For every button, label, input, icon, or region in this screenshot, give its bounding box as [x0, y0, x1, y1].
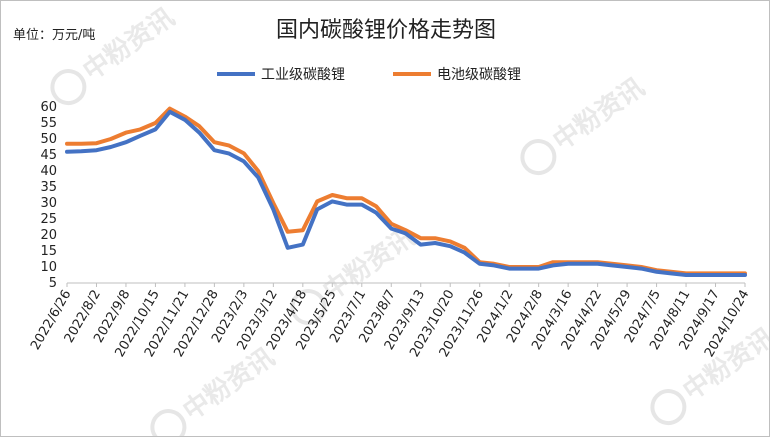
- p-logo-icon: [50, 69, 87, 106]
- series-line-industrial: [65, 109, 747, 277]
- watermark: 中粉资讯: [150, 342, 280, 436]
- legend: 工业级碳酸锂 电池级碳酸锂: [217, 67, 521, 83]
- y-tick-label: 5: [49, 276, 57, 291]
- watermark: 中粉资讯: [50, 2, 180, 106]
- y-tick-label: 20: [40, 228, 57, 243]
- watermark-text: 中粉资讯: [78, 2, 180, 86]
- p-logo-icon: [290, 289, 327, 326]
- p-logo-icon: [650, 389, 687, 426]
- y-tick-label: 55: [40, 116, 57, 131]
- y-tick-label: 15: [40, 244, 57, 259]
- y-tick-label: 35: [40, 180, 57, 195]
- watermark-text: 中粉资讯: [178, 342, 280, 426]
- p-logo-icon: [520, 139, 557, 176]
- series-layer: [65, 106, 747, 277]
- chart-title: 国内碳酸锂价格走势图: [276, 18, 496, 43]
- watermark: 中粉资讯: [520, 72, 650, 176]
- x-tick-label: 2022/6/26: [28, 288, 74, 353]
- y-tick-label: 30: [40, 196, 57, 211]
- unit-label: 单位：万元/吨: [13, 28, 95, 43]
- y-tick-label: 10: [40, 260, 57, 275]
- y-tick-label: 50: [40, 132, 57, 147]
- watermark-text: 中粉资讯: [548, 72, 650, 156]
- y-tick-label: 25: [40, 212, 57, 227]
- x-axis: 2022/6/262022/8/22022/9/82022/10/152022/…: [28, 282, 752, 360]
- y-tick-label: 45: [40, 148, 57, 163]
- legend-label-industrial: 工业级碳酸锂: [261, 67, 345, 83]
- legend-label-battery: 电池级碳酸锂: [437, 67, 521, 83]
- y-tick-label: 40: [40, 164, 57, 179]
- y-tick-label: 60: [40, 100, 57, 115]
- p-logo-icon: [150, 409, 187, 436]
